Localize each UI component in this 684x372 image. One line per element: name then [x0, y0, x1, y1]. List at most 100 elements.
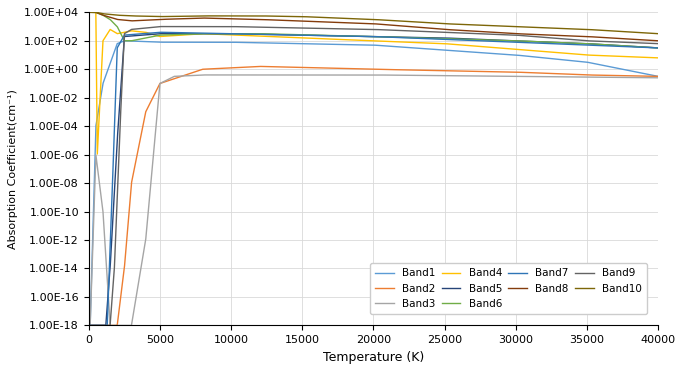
Band9 [111, 228, 120, 233]
Band1 [108, 55, 116, 59]
Band1 [485, 51, 493, 55]
Band8 [86, 10, 94, 15]
Band6 [108, 20, 116, 24]
Band4 [287, 35, 295, 40]
Band3 [202, 73, 211, 77]
Line: Band9: Band9 [90, 26, 658, 326]
Band2 [654, 74, 662, 78]
Band6 [202, 32, 210, 36]
Band5 [86, 323, 94, 328]
Band7 [287, 33, 295, 37]
X-axis label: Temperature (K): Temperature (K) [323, 351, 424, 364]
Band4 [109, 29, 117, 33]
Band5 [156, 32, 164, 36]
Band4 [654, 56, 662, 60]
Band6 [654, 46, 662, 50]
Band3 [287, 73, 295, 77]
Band10 [654, 32, 662, 36]
Band5 [108, 224, 116, 228]
Band5 [287, 33, 295, 37]
Band2 [111, 323, 120, 328]
Band7 [654, 46, 662, 50]
Band5 [202, 32, 211, 36]
Band5 [485, 38, 493, 42]
Band9 [202, 24, 211, 29]
Band9 [86, 323, 94, 328]
Band5 [111, 162, 120, 167]
Band1 [86, 323, 94, 328]
Band8 [654, 39, 662, 43]
Line: Band5: Band5 [90, 34, 658, 326]
Band7 [111, 84, 120, 89]
Band4 [249, 33, 257, 38]
Band2 [287, 65, 295, 70]
Band7 [202, 31, 211, 35]
Band3 [485, 74, 493, 78]
Band3 [86, 323, 94, 328]
Band1 [202, 40, 211, 44]
Y-axis label: Absorption Coefficient(cm⁻¹): Absorption Coefficient(cm⁻¹) [8, 89, 18, 249]
Line: Band1: Band1 [90, 41, 658, 326]
Band8 [202, 16, 210, 20]
Band7 [485, 39, 493, 44]
Band6 [286, 32, 294, 37]
Band1 [249, 41, 257, 45]
Line: Band8: Band8 [90, 12, 658, 41]
Band9 [485, 32, 493, 36]
Band1 [120, 39, 129, 43]
Band2 [202, 67, 210, 71]
Band2 [248, 64, 256, 69]
Band8 [248, 17, 256, 22]
Band10 [248, 14, 256, 18]
Band7 [86, 323, 94, 328]
Band1 [111, 45, 120, 49]
Band2 [86, 323, 94, 328]
Band8 [286, 18, 294, 23]
Band7 [108, 182, 116, 187]
Band7 [156, 30, 164, 35]
Band4 [112, 31, 120, 35]
Band4 [202, 32, 211, 36]
Line: Band3: Band3 [90, 75, 658, 326]
Band6 [111, 23, 120, 28]
Band2 [256, 64, 264, 69]
Band3 [108, 323, 116, 328]
Line: Band4: Band4 [90, 12, 658, 154]
Legend: Band1, Band2, Band3, Band4, Band5, Band6, Band7, Band8, Band9, Band10: Band1, Band2, Band3, Band4, Band5, Band6… [370, 263, 647, 314]
Line: Band2: Band2 [90, 67, 658, 326]
Band10 [108, 13, 116, 17]
Band5 [654, 46, 662, 50]
Band9 [108, 292, 116, 296]
Band10 [484, 23, 492, 28]
Band6 [86, 10, 94, 15]
Band8 [111, 17, 120, 21]
Band1 [287, 41, 295, 46]
Band4 [485, 45, 493, 49]
Band10 [86, 10, 94, 15]
Band3 [654, 76, 662, 80]
Band9 [654, 41, 662, 46]
Line: Band10: Band10 [90, 12, 658, 34]
Band1 [654, 74, 662, 78]
Band6 [248, 32, 256, 36]
Line: Band6: Band6 [90, 12, 658, 48]
Band4 [86, 10, 94, 15]
Band9 [249, 25, 257, 29]
Band9 [287, 26, 295, 30]
Band8 [484, 30, 492, 34]
Band3 [111, 323, 120, 328]
Band2 [108, 323, 116, 328]
Band2 [485, 69, 493, 74]
Band6 [484, 38, 492, 42]
Band7 [249, 32, 257, 36]
Band8 [108, 16, 116, 20]
Band10 [202, 14, 210, 18]
Band10 [286, 14, 294, 19]
Band5 [249, 32, 257, 36]
Band4 [93, 152, 101, 156]
Band3 [249, 73, 257, 77]
Band9 [156, 24, 164, 29]
Line: Band7: Band7 [90, 32, 658, 326]
Band3 [199, 73, 207, 77]
Band10 [111, 13, 120, 17]
